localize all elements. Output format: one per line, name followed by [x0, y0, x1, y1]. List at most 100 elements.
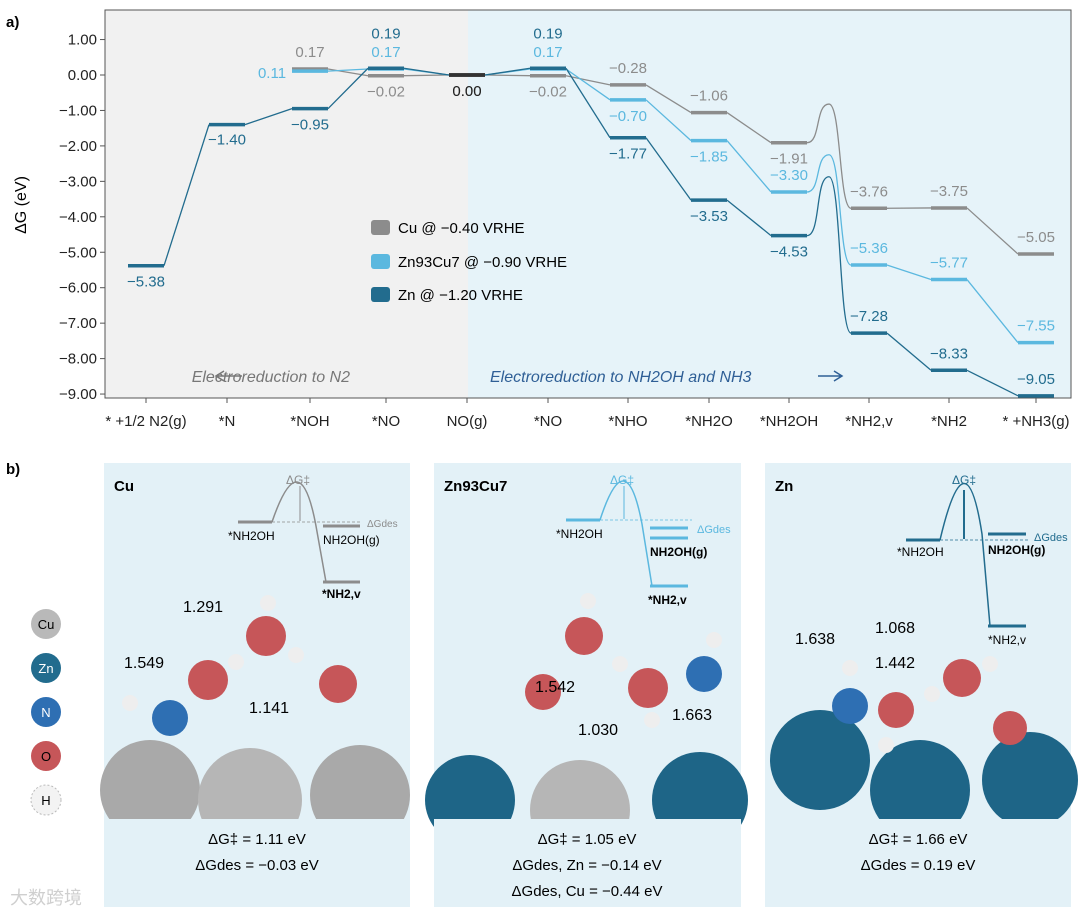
nh3-region-background [468, 10, 1071, 398]
cu-inset-dg-barrier: ΔG‡ [286, 473, 310, 487]
left-arrow-icon [214, 370, 242, 382]
h-atom [982, 656, 998, 672]
h-atom [228, 654, 244, 670]
atom-legend-o: O [41, 749, 51, 764]
y-tick-label: −7.00 [59, 315, 97, 332]
zn93cu7-inset-diagram: ΔG‡ ΔGdes *NH2OH NH2OH(g) *NH2,v [556, 473, 731, 607]
x-tick-label: *NH2 [931, 413, 967, 430]
series-barrier-curve [806, 176, 852, 334]
n-atom [152, 700, 188, 736]
data-label: −3.76 [850, 183, 888, 200]
zn-panel-title: Zn [775, 478, 793, 495]
zn-bond-length: 1.638 [795, 631, 835, 648]
right-arrow-icon [818, 370, 844, 382]
zn-bond-length: 1.068 [875, 620, 915, 637]
h-atom [878, 737, 894, 753]
h-atom [288, 647, 304, 663]
zn-inset-fs-label: *NH2,v [988, 633, 1026, 647]
zn93cu7-inset-barrier [599, 480, 653, 587]
region-left-label: Electroreduction to N2 [192, 369, 350, 386]
data-label: −5.77 [930, 255, 968, 272]
data-label: −1.40 [208, 132, 246, 149]
y-tick-label: 0.00 [68, 67, 97, 84]
zn93cu7-barrier-value: ΔG‡ = 1.05 eV [538, 831, 637, 848]
zn-surface-atom [770, 710, 870, 810]
series-connector [886, 332, 932, 371]
x-tick-label: * +NH3(g) [1002, 413, 1069, 430]
series-connector [726, 112, 772, 144]
legend-entry-cu: Cu @ −0.40 VRHE [398, 220, 525, 237]
h-atom [644, 712, 660, 728]
zn-inset-barrier [939, 482, 991, 627]
y-tick-label: −1.00 [59, 102, 97, 119]
o-atom [628, 668, 668, 708]
o-atom [878, 692, 914, 728]
h-atom [706, 632, 722, 648]
data-label: −5.36 [850, 240, 888, 257]
h-atom [612, 656, 628, 672]
data-label: −0.02 [367, 84, 405, 101]
cu-inset-is-label: *NH2OH [228, 529, 275, 543]
structures-panel: b) Cu Zn N O H Cu ΔG‡ Δ [6, 461, 1078, 907]
series-connector [966, 279, 1019, 344]
y-tick-label: −8.00 [59, 351, 97, 368]
series-connector [163, 124, 210, 266]
cu-barrier-value: ΔG‡ = 1.11 eV [208, 831, 306, 848]
zn93cu7-inset-is-label: *NH2OH [556, 527, 603, 541]
panel-b-label: b) [6, 461, 20, 478]
o-atom [943, 659, 981, 697]
series-connector [484, 74, 531, 77]
data-label: 0.17 [533, 44, 562, 61]
n-atom [832, 688, 868, 724]
data-label: 0.00 [452, 83, 481, 100]
o-atom [993, 711, 1027, 745]
zn-values-background [765, 819, 1071, 907]
data-label: −0.70 [609, 108, 647, 125]
x-tick-label: *NOH [290, 413, 329, 430]
series-connector [645, 137, 692, 201]
data-label: −1.85 [690, 149, 728, 166]
series-connector [565, 75, 611, 86]
cu-panel-title: Cu [114, 478, 134, 495]
cu-inset-dg-des: ΔGdes [367, 519, 398, 530]
zn93cu7-bond-length: 1.030 [578, 722, 618, 739]
zn-bond-length: 1.442 [875, 655, 915, 672]
zn93cu7-bond-length: 1.542 [535, 679, 575, 696]
n2-region-background [105, 10, 468, 398]
value-labels: 0.17 −0.02 0.00 −0.02 −0.28 −1.06 −1.91 −3.76 −3… [127, 25, 1055, 388]
cu-inset-diagram: ΔG‡ ΔGdes *NH2OH NH2OH(g) *NH2,v [228, 473, 398, 601]
zn93cu7-bond-length: 1.663 [672, 707, 712, 724]
data-label: −0.95 [291, 117, 329, 134]
region-right-label: Electroreduction to NH2OH and NH3 [490, 369, 752, 386]
zn93cu7-values-background [434, 819, 741, 907]
series-barrier-curve [806, 103, 852, 209]
legend: Cu @ −0.40 VRHE Zn93Cu7 @ −0.90 VRHE Zn … [371, 220, 567, 304]
x-tick-label: *NH2O [685, 413, 733, 430]
series-connector [726, 199, 772, 237]
y-tick-label: −6.00 [59, 280, 97, 297]
zn-atom-icon [31, 653, 61, 683]
x-tick-label: * +1/2 N2(g) [105, 413, 186, 430]
data-label: −9.05 [1017, 371, 1055, 388]
o-atom [525, 674, 561, 710]
y-tick-label: −5.00 [59, 244, 97, 261]
zn93cu7-inset-dg-des: ΔGdes [697, 524, 731, 536]
series-connector [403, 67, 450, 76]
zn93cu7-desorption-cu-value: ΔGdes, Cu = −0.44 eV [512, 883, 663, 900]
y-tick-label: −9.00 [59, 386, 97, 403]
data-label: −5.38 [127, 274, 165, 291]
energy-profile-chart: a) ΔG (eV) 1.00 0.00 −1.00 −2.00 −3.00 −4.00 −… [6, 9, 1072, 430]
x-tick-label: *NH2,v [845, 413, 893, 430]
zn93cu7-structure-panel: Zn93Cu7 ΔG‡ ΔGdes *NH2OH NH2OH(g) *NH2,v [425, 463, 748, 907]
o-atom [565, 617, 603, 655]
y-tick-label: −4.00 [59, 209, 97, 226]
series-group [128, 66, 1054, 398]
data-label: 0.11 [258, 65, 286, 82]
cu-bond-length: 1.291 [183, 599, 223, 616]
cu-inset-barrier [271, 481, 327, 583]
h-atom [260, 595, 276, 611]
h-atom-icon [30, 784, 62, 816]
zn-desorption-value: ΔGdes = 0.19 eV [861, 857, 976, 874]
data-label: −4.53 [770, 244, 808, 261]
